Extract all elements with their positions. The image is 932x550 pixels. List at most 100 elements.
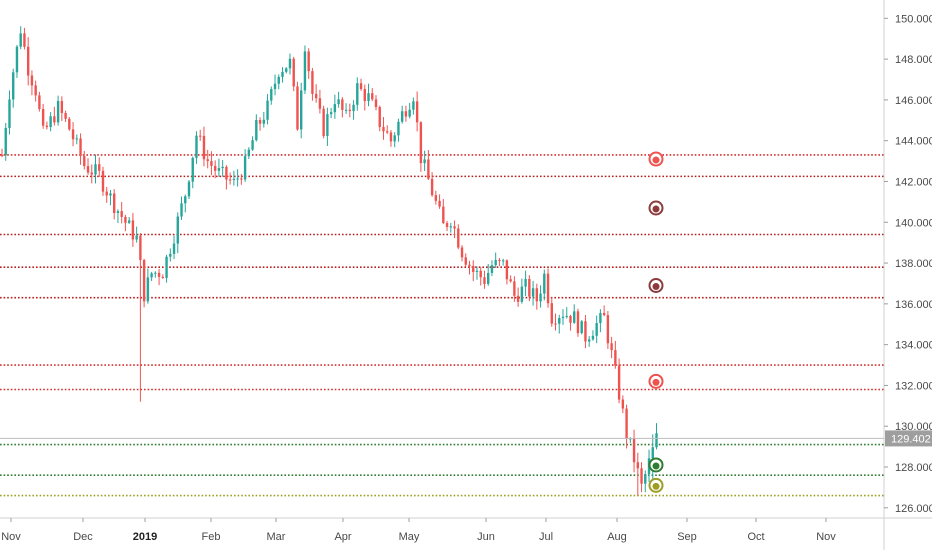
marker-dot-4 (652, 462, 660, 470)
candle-body-107 (400, 111, 404, 122)
candle-body-58 (217, 168, 221, 171)
candle-body-166 (621, 399, 625, 409)
candle-body-68 (255, 120, 258, 141)
candle-body-134 (501, 260, 505, 262)
levels-layer (0, 154, 884, 497)
candle-body-42 (157, 272, 161, 277)
x-tick-label: Apr (334, 531, 351, 543)
candle-body-175 (655, 433, 658, 448)
candle-body-123 (460, 247, 464, 258)
candle-body-17 (64, 112, 67, 119)
candle-body-169 (632, 438, 636, 463)
candle-body-154 (576, 311, 580, 334)
candle-body-65 (243, 156, 247, 180)
y-tick-label: 150.000 (895, 13, 932, 25)
candle-body-113 (423, 159, 426, 164)
candle-body-0 (0, 154, 4, 156)
candle-body-157 (587, 339, 591, 342)
y-tick-label: 142.000 (895, 176, 932, 188)
candle-body-149 (558, 317, 561, 324)
candle-body-172 (644, 474, 647, 484)
candle-body-80 (300, 90, 303, 130)
y-tick-label: 146.000 (895, 95, 932, 107)
candle-body-108 (404, 111, 408, 117)
candle-body-14 (53, 116, 56, 123)
candle-body-53 (199, 135, 202, 137)
candle-body-50 (187, 181, 191, 197)
last-price-badge (885, 430, 932, 447)
candle-body-20 (75, 138, 78, 140)
candle-body-25 (94, 164, 97, 175)
candle-body-24 (90, 172, 93, 175)
candle-body-98 (367, 93, 370, 102)
candle-body-162 (606, 315, 610, 344)
candle-body-129 (483, 277, 486, 284)
x-tick-label: Nov (816, 531, 836, 543)
candle-body-32 (120, 211, 123, 217)
candle-body-21 (79, 138, 82, 157)
candle-body-104 (389, 132, 393, 142)
candle-body-40 (150, 273, 153, 278)
candle-body-11 (41, 108, 45, 126)
candle-body-35 (131, 220, 135, 240)
candle-body-16 (60, 101, 64, 113)
candle-body-59 (221, 166, 224, 169)
candle-body-101 (378, 107, 381, 128)
candle-body-170 (636, 462, 639, 469)
marker-3 (648, 373, 664, 389)
candle-body-39 (146, 277, 150, 302)
candle-body-156 (584, 321, 587, 342)
x-tick-label: Dec (73, 531, 93, 543)
candle-body-78 (292, 58, 295, 87)
candle-body-34 (127, 220, 131, 223)
candle-body-99 (371, 93, 374, 100)
candle-body-88 (329, 112, 333, 115)
candle-body-103 (386, 131, 389, 133)
last-price-label: 129.402 (891, 433, 931, 445)
candle-body-139 (520, 286, 524, 302)
candle-body-47 (176, 216, 179, 244)
candle-body-60 (225, 166, 228, 180)
candle-body-140 (524, 278, 527, 287)
candle-body-96 (359, 83, 363, 90)
candle-body-167 (625, 408, 628, 439)
candle-body-161 (602, 312, 606, 316)
x-tick-label: May (399, 531, 420, 543)
candle-body-73 (273, 83, 277, 90)
candle-body-133 (498, 259, 501, 261)
candle-body-118 (442, 206, 445, 224)
candle-body-142 (531, 288, 535, 297)
y-tick-label: 126.000 (895, 503, 932, 515)
candle-body-137 (513, 281, 516, 296)
candle-body-117 (438, 200, 441, 207)
candle-body-61 (228, 179, 232, 181)
candle-body-64 (240, 178, 243, 180)
candle-body-121 (453, 226, 456, 229)
y-tick-label: 132.000 (895, 380, 932, 392)
y-tick-label: 136.000 (895, 299, 932, 311)
candle-body-171 (640, 468, 643, 484)
candle-body-155 (580, 321, 583, 334)
candle-body-63 (236, 178, 239, 180)
candle-body-77 (288, 58, 292, 69)
candle-body-70 (262, 119, 265, 124)
y-tick-label: 140.000 (895, 217, 932, 229)
candle-body-147 (550, 303, 553, 324)
candle-body-5 (19, 33, 22, 47)
candle-body-95 (356, 83, 359, 105)
candle-body-102 (382, 127, 385, 132)
candle-body-114 (427, 159, 430, 179)
candle-body-62 (232, 178, 236, 180)
candle-body-138 (516, 295, 520, 302)
candle-body-124 (464, 257, 467, 265)
candle-body-82 (307, 51, 310, 72)
y-tick-label: 128.000 (895, 462, 932, 474)
candle-body-86 (322, 108, 325, 137)
markers-layer (648, 151, 664, 493)
candle-body-85 (318, 98, 322, 109)
marker-5 (648, 477, 664, 493)
candle-body-110 (412, 101, 415, 110)
candle-body-115 (430, 178, 434, 196)
y-tick-label: 148.000 (895, 54, 932, 66)
